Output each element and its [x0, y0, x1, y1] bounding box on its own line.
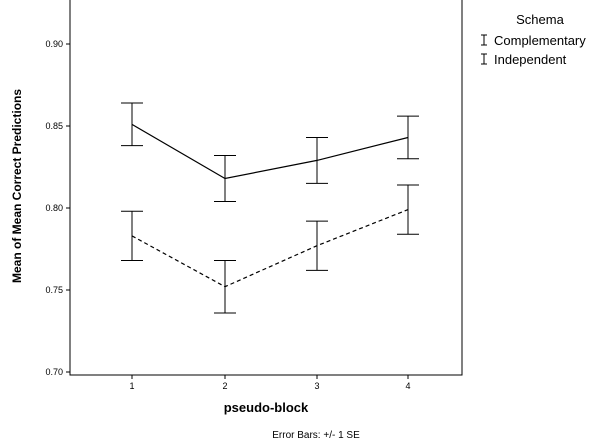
- x-tick-label: 4: [405, 381, 410, 391]
- y-tick-label: 0.90: [45, 39, 63, 49]
- error-bar: [121, 102, 143, 147]
- y-tick-label: 0.70: [45, 367, 63, 377]
- legend-item-independent: Independent: [481, 52, 567, 67]
- series-line: [131, 209, 409, 288]
- legend-label: Independent: [494, 52, 567, 67]
- x-axis-title: pseudo-block: [224, 400, 309, 415]
- series-layer: [121, 102, 419, 314]
- y-tick-label: 0.85: [45, 121, 63, 131]
- error-bar: [306, 136, 328, 184]
- error-bar: [121, 210, 143, 261]
- plot-frame: [69, 0, 463, 376]
- footnote: Error Bars: +/- 1 SE: [272, 430, 360, 441]
- error-bar: [306, 220, 328, 271]
- series-line: [131, 123, 409, 180]
- legend: Schema Complementary Independent: [481, 12, 586, 67]
- y-axis: 0.70 0.75 0.80 0.85 0.90: [45, 39, 70, 377]
- error-bar: [214, 155, 236, 202]
- series-complementary: [121, 102, 419, 202]
- error-bar: [214, 259, 236, 314]
- x-tick-label: 3: [314, 381, 319, 391]
- series-independent: [121, 184, 419, 314]
- legend-title: Schema: [516, 12, 564, 27]
- error-bar-icon: [481, 53, 487, 65]
- y-tick-label: 0.75: [45, 285, 63, 295]
- legend-label: Complementary: [494, 33, 586, 48]
- x-axis: 1 2 3 4: [129, 375, 411, 391]
- y-axis-title: Mean of Mean Correct Predictions: [10, 89, 24, 283]
- legend-item-complementary: Complementary: [481, 33, 586, 48]
- error-bar-icon: [481, 34, 487, 46]
- x-tick-label: 1: [129, 381, 134, 391]
- x-tick-label: 2: [222, 381, 227, 391]
- error-bar: [397, 184, 419, 235]
- y-tick-label: 0.80: [45, 203, 63, 213]
- error-bar: [397, 115, 419, 160]
